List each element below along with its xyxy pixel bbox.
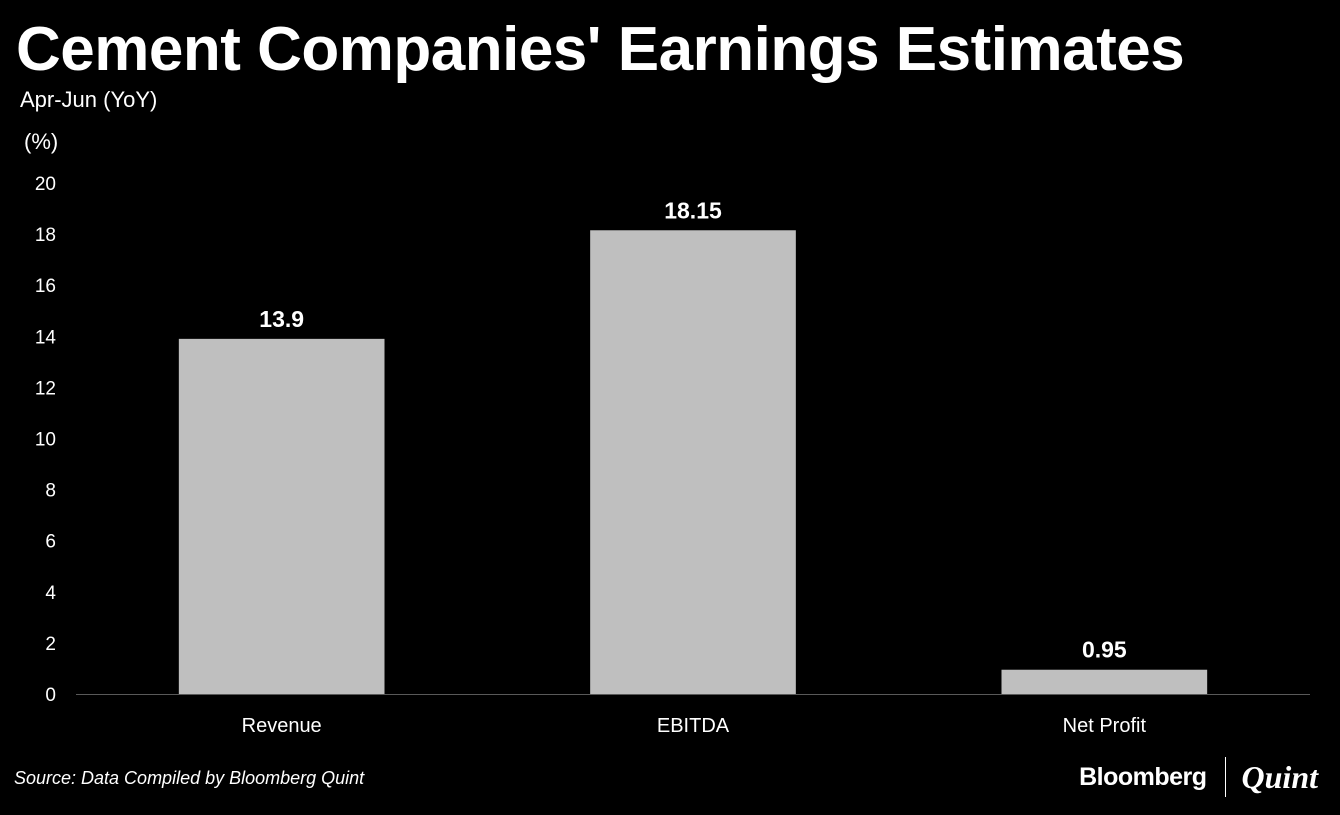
value-labels-group: 13.9 18.15 0.95 [259, 197, 1127, 662]
y-tick-label: 6 [45, 532, 56, 553]
bars-group [178, 230, 1208, 694]
brand-divider [1224, 757, 1226, 797]
y-tick-label: 16 [35, 276, 56, 297]
bar-value-label: 0.95 [1082, 637, 1127, 663]
brand-logo-secondary: Quint [1241, 758, 1318, 795]
x-tick-label: Revenue [242, 715, 322, 737]
brand-logo: Bloomberg Quint [1079, 756, 1318, 798]
y-axis-unit-label: (%) [24, 129, 59, 154]
brand-logo-primary: Bloomberg [1079, 762, 1207, 791]
bar [178, 338, 385, 694]
bar [590, 230, 796, 694]
bar [1001, 669, 1208, 694]
y-tick-label: 10 [35, 430, 56, 451]
y-tick-label: 20 [35, 174, 56, 195]
y-tick-label: 2 [45, 634, 56, 655]
chart-subtitle: Apr-Jun (YoY) [20, 87, 158, 112]
y-tick-label: 14 [35, 327, 57, 348]
y-tick-label: 8 [45, 481, 56, 502]
y-tick-label: 12 [35, 378, 56, 399]
y-axis-ticks: 0 2 4 6 8 10 12 14 16 18 20 [35, 174, 57, 706]
source-note: Source: Data Compiled by Bloomberg Quint [14, 768, 365, 788]
bar-value-label: 18.15 [664, 197, 722, 223]
x-axis-labels: Revenue EBITDA Net Profit [242, 715, 1147, 737]
x-tick-label: Net Profit [1063, 715, 1147, 737]
y-tick-label: 18 [35, 225, 56, 246]
x-tick-label: EBITDA [657, 715, 730, 737]
y-tick-label: 4 [45, 583, 56, 604]
y-tick-label: 0 [45, 685, 56, 706]
bar-value-label: 13.9 [259, 306, 304, 332]
chart-title: Cement Companies' Earnings Estimates [16, 15, 1185, 84]
